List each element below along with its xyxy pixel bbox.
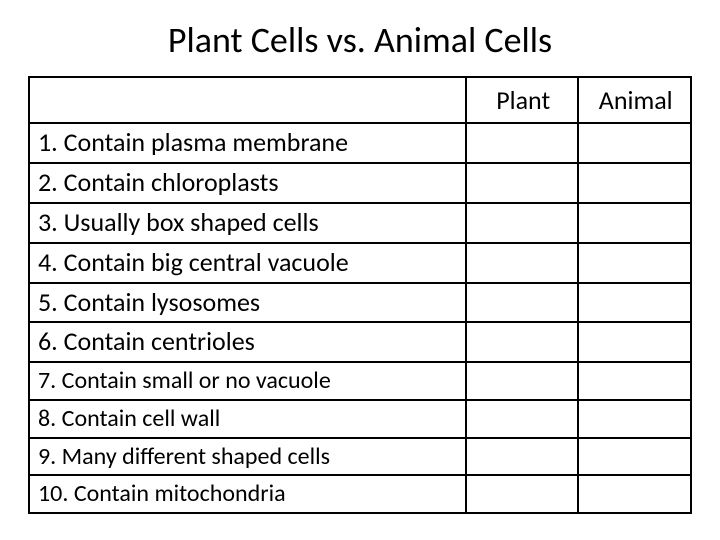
comparison-table: Plant Animal 1. Contain plasma membrane2…: [28, 76, 692, 514]
animal-cell: [578, 400, 691, 438]
table-row: 6. Contain centrioles: [29, 322, 691, 362]
plant-cell: [466, 283, 579, 323]
feature-cell: 4. Contain big central vacuole: [29, 243, 466, 283]
animal-cell: [578, 203, 691, 243]
animal-cell: [578, 438, 691, 476]
plant-cell: [466, 438, 579, 476]
feature-cell: 3. Usually box shaped cells: [29, 203, 466, 243]
header-animal: Animal: [578, 77, 691, 123]
table-row: 3. Usually box shaped cells: [29, 203, 691, 243]
table-row: 2. Contain chloroplasts: [29, 163, 691, 203]
header-feature: [29, 77, 466, 123]
table-row: 9. Many different shaped cells: [29, 438, 691, 476]
feature-cell: 7. Contain small or no vacuole: [29, 362, 466, 400]
animal-cell: [578, 475, 691, 513]
plant-cell: [466, 322, 579, 362]
table-row: 8. Contain cell wall: [29, 400, 691, 438]
animal-cell: [578, 163, 691, 203]
table-body: 1. Contain plasma membrane2. Contain chl…: [29, 123, 691, 513]
animal-cell: [578, 322, 691, 362]
table-row: 7. Contain small or no vacuole: [29, 362, 691, 400]
plant-cell: [466, 475, 579, 513]
animal-cell: [578, 362, 691, 400]
feature-cell: 9. Many different shaped cells: [29, 438, 466, 476]
animal-cell: [578, 243, 691, 283]
feature-cell: 8. Contain cell wall: [29, 400, 466, 438]
table-row: 10. Contain mitochondria: [29, 475, 691, 513]
plant-cell: [466, 243, 579, 283]
animal-cell: [578, 123, 691, 163]
feature-cell: 5. Contain lysosomes: [29, 283, 466, 323]
page-title: Plant Cells vs. Animal Cells: [28, 18, 692, 62]
plant-cell: [466, 400, 579, 438]
table-row: 1. Contain plasma membrane: [29, 123, 691, 163]
table-row: 4. Contain big central vacuole: [29, 243, 691, 283]
feature-cell: 2. Contain chloroplasts: [29, 163, 466, 203]
feature-cell: 6. Contain centrioles: [29, 322, 466, 362]
feature-cell: 10. Contain mitochondria: [29, 475, 466, 513]
plant-cell: [466, 362, 579, 400]
feature-cell: 1. Contain plasma membrane: [29, 123, 466, 163]
table-header-row: Plant Animal: [29, 77, 691, 123]
table-row: 5. Contain lysosomes: [29, 283, 691, 323]
plant-cell: [466, 203, 579, 243]
plant-cell: [466, 163, 579, 203]
animal-cell: [578, 283, 691, 323]
plant-cell: [466, 123, 579, 163]
header-plant: Plant: [466, 77, 579, 123]
